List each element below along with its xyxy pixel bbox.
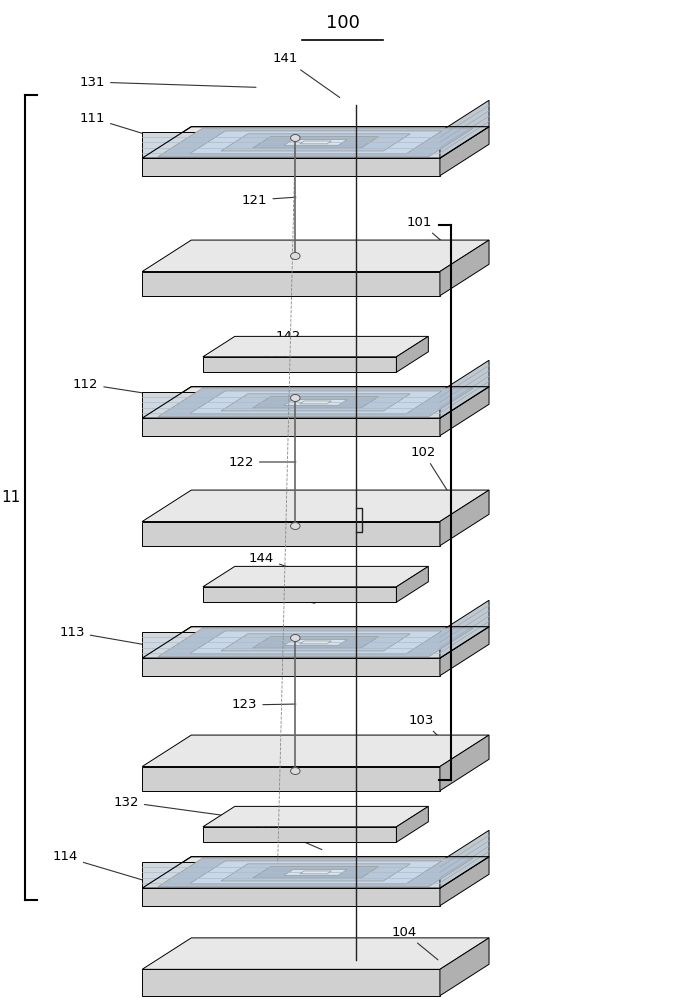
- Polygon shape: [189, 391, 442, 414]
- Polygon shape: [142, 418, 440, 436]
- Polygon shape: [440, 490, 489, 546]
- Polygon shape: [440, 735, 489, 791]
- Polygon shape: [253, 867, 379, 878]
- Polygon shape: [300, 401, 332, 404]
- Polygon shape: [189, 861, 442, 884]
- Polygon shape: [440, 938, 489, 996]
- Polygon shape: [396, 806, 428, 842]
- Text: 10: 10: [456, 495, 475, 510]
- Polygon shape: [142, 522, 440, 546]
- Polygon shape: [203, 566, 428, 587]
- Polygon shape: [142, 272, 440, 296]
- Polygon shape: [158, 628, 473, 657]
- Text: 111: 111: [80, 111, 195, 150]
- Polygon shape: [203, 336, 428, 357]
- Polygon shape: [440, 830, 489, 888]
- Polygon shape: [203, 587, 396, 602]
- Ellipse shape: [291, 768, 300, 774]
- Polygon shape: [158, 128, 473, 157]
- Polygon shape: [142, 888, 440, 906]
- Polygon shape: [142, 158, 440, 176]
- Text: 114: 114: [52, 850, 175, 890]
- Text: 11: 11: [1, 490, 20, 505]
- Polygon shape: [253, 397, 379, 408]
- Polygon shape: [221, 634, 410, 651]
- Polygon shape: [142, 240, 489, 272]
- Text: 142: 142: [276, 330, 317, 348]
- Text: 146: 146: [252, 818, 322, 850]
- Polygon shape: [440, 600, 489, 658]
- Polygon shape: [142, 857, 489, 888]
- Polygon shape: [440, 127, 489, 176]
- Polygon shape: [440, 100, 489, 158]
- Polygon shape: [189, 631, 442, 654]
- Polygon shape: [284, 400, 347, 405]
- Polygon shape: [158, 858, 473, 887]
- Polygon shape: [158, 388, 473, 417]
- Polygon shape: [142, 490, 489, 522]
- Polygon shape: [440, 387, 489, 436]
- Polygon shape: [440, 627, 489, 676]
- Text: 12: 12: [368, 516, 385, 528]
- Text: 104: 104: [392, 926, 438, 960]
- Polygon shape: [440, 360, 489, 418]
- Ellipse shape: [291, 522, 300, 530]
- Polygon shape: [203, 806, 428, 827]
- Polygon shape: [253, 137, 379, 148]
- Text: 141: 141: [272, 52, 340, 98]
- Polygon shape: [142, 735, 489, 767]
- Polygon shape: [142, 392, 440, 418]
- Polygon shape: [142, 969, 440, 996]
- Polygon shape: [142, 938, 489, 969]
- Text: 145: 145: [242, 585, 315, 603]
- Ellipse shape: [291, 635, 300, 642]
- Polygon shape: [221, 394, 410, 411]
- Polygon shape: [284, 140, 347, 145]
- Text: 100: 100: [326, 14, 360, 32]
- Polygon shape: [189, 131, 442, 154]
- Polygon shape: [142, 627, 489, 658]
- Polygon shape: [284, 870, 347, 875]
- Polygon shape: [221, 134, 410, 151]
- Polygon shape: [142, 632, 440, 658]
- Text: 131: 131: [80, 76, 256, 89]
- Ellipse shape: [291, 394, 300, 401]
- Text: 123: 123: [232, 698, 296, 712]
- Polygon shape: [440, 240, 489, 296]
- Polygon shape: [300, 641, 332, 644]
- Polygon shape: [203, 827, 396, 842]
- Text: 143: 143: [262, 354, 315, 366]
- Text: 121: 121: [242, 194, 296, 207]
- Polygon shape: [284, 640, 347, 645]
- Polygon shape: [396, 336, 428, 372]
- Polygon shape: [142, 127, 489, 158]
- Polygon shape: [142, 387, 489, 418]
- Text: 103: 103: [409, 714, 456, 753]
- Polygon shape: [253, 637, 379, 648]
- Polygon shape: [203, 357, 396, 372]
- Polygon shape: [142, 658, 440, 676]
- Text: 113: 113: [59, 626, 175, 650]
- Ellipse shape: [291, 134, 300, 141]
- Text: 102: 102: [411, 446, 456, 505]
- Text: 132: 132: [114, 796, 262, 821]
- Text: 122: 122: [228, 456, 296, 468]
- Text: 112: 112: [73, 377, 189, 400]
- Polygon shape: [221, 864, 410, 881]
- Text: 101: 101: [407, 216, 456, 253]
- Polygon shape: [300, 871, 332, 874]
- Polygon shape: [142, 862, 440, 888]
- Polygon shape: [440, 857, 489, 906]
- Polygon shape: [396, 566, 428, 602]
- Polygon shape: [142, 132, 440, 158]
- Polygon shape: [142, 767, 440, 791]
- Text: 144: 144: [249, 552, 315, 576]
- Ellipse shape: [291, 252, 300, 259]
- Polygon shape: [300, 141, 332, 144]
